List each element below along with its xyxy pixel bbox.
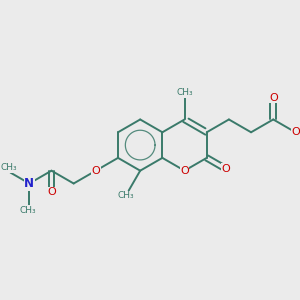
Bar <box>220 165 230 173</box>
Text: N: N <box>24 177 34 190</box>
Text: CH₃: CH₃ <box>117 191 134 200</box>
Bar <box>268 94 278 102</box>
Text: O: O <box>180 166 189 176</box>
Text: O: O <box>269 93 278 103</box>
Text: O: O <box>47 188 56 197</box>
Bar <box>91 167 101 175</box>
Text: O: O <box>291 127 300 137</box>
Text: O: O <box>92 166 100 176</box>
Text: CH₃: CH₃ <box>0 163 17 172</box>
Bar <box>24 179 35 188</box>
Bar <box>46 188 56 196</box>
Text: O: O <box>221 164 230 174</box>
Text: CH₃: CH₃ <box>176 88 193 97</box>
Bar <box>290 128 300 136</box>
Text: CH₃: CH₃ <box>19 206 36 215</box>
Bar <box>180 167 190 175</box>
